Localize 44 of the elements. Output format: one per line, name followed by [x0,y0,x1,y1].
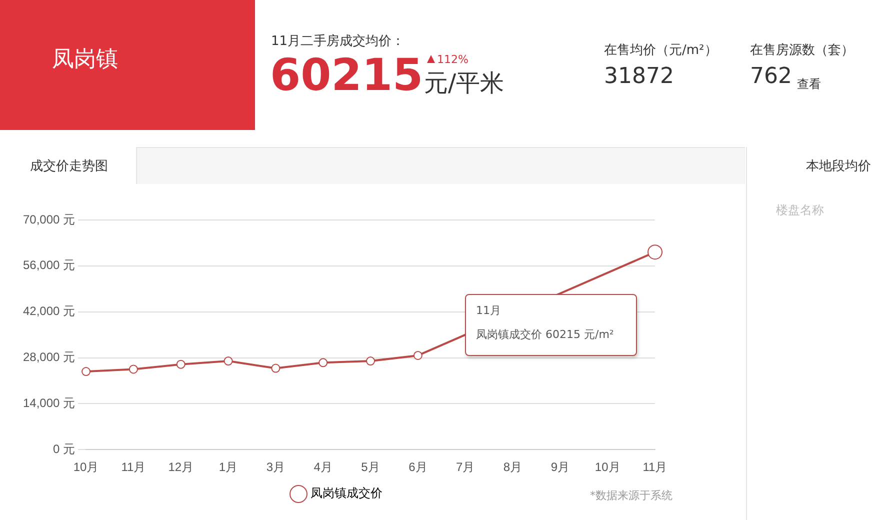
y-tick-label: 14,000 元 [22,396,76,410]
point [82,367,91,376]
chart-title: 成交价走势图 [30,158,108,175]
text: 元/平米 [424,68,504,99]
x-tick-label: 10月 [594,460,620,474]
x-tick-label: 4月 [314,460,332,474]
y-tick-label: 70,000 元 [22,212,76,226]
point [176,360,186,369]
x-tick-label: 1月 [218,460,238,474]
x-tick-label: 7月 [456,460,475,474]
point [318,358,328,368]
legend-label: 凤岗镇成交价 [310,486,382,500]
x-tick-label: 11月 [642,460,668,474]
point [128,364,138,374]
x-tick-label: 12月 [168,460,194,474]
x-tick-label: 9月 [550,460,570,474]
x-tick-label: 5月 [361,460,380,474]
text: 112% [437,53,468,66]
text: *数据来源于系统 [590,488,672,503]
annotation: 11月 [476,303,501,318]
text: 本地段均价 [806,158,871,175]
text: 在售均价（元/m²） [604,42,718,59]
text: 在售房源数（套） [750,42,854,59]
point [224,356,233,366]
y-tick-label: 0 元 [53,442,76,456]
y-tick-label: 56,000 元 [22,258,76,272]
text: 凤岗镇 [52,46,118,74]
x-tick-label: 10月 [73,460,99,474]
y-tick-label: 28,000 元 [22,350,76,364]
text: 762 [750,64,792,89]
x-tick-label: 8月 [503,460,522,474]
point [366,356,376,366]
y-tick-label: 42,000 元 [22,304,76,318]
text: 60215 [270,50,424,101]
point [271,364,280,373]
annotation: 凤岗镇成交价 60215 元/m² [476,327,614,342]
point [413,350,422,360]
x-tick-label: 6月 [408,460,428,474]
x-tick-label: 11月 [121,460,146,474]
x-tick-label: 3月 [266,460,286,474]
text: 11月二手房成交均价： [271,33,405,50]
text: 31872 [604,64,674,89]
text: 查看 [797,76,821,93]
text: 楼盘名称 [776,202,824,219]
